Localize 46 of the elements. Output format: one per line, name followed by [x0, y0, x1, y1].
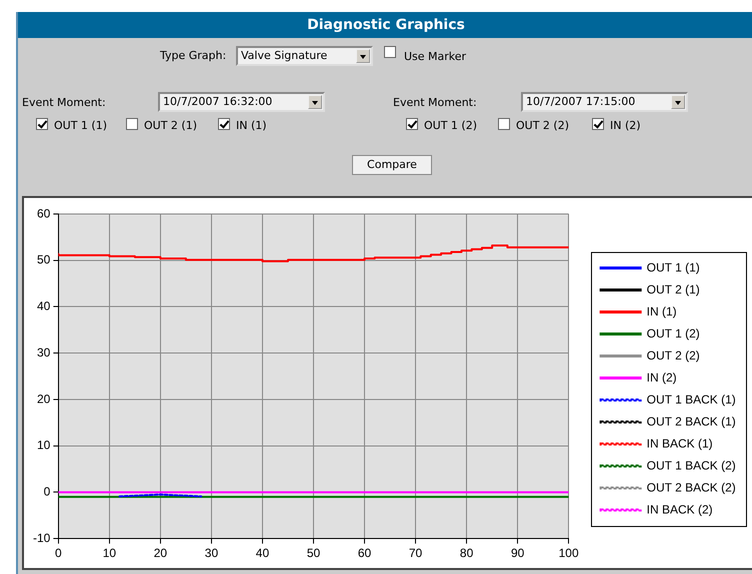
- x-tick-label: 10: [102, 546, 116, 560]
- text: Use Marker: [404, 50, 466, 63]
- y-tick-label: 60: [36, 206, 51, 220]
- y-tick-label: 50: [36, 252, 51, 267]
- legend-label: OUT 1 (2): [646, 326, 700, 340]
- legend-label: IN (1): [646, 304, 677, 318]
- y-tick-label: 10: [36, 438, 51, 452]
- text: IN (2): [610, 119, 641, 132]
- text: Type Graph:: [160, 49, 226, 62]
- text: OUT 1 (1): [54, 119, 108, 132]
- legend-label: OUT 2 BACK (1): [646, 414, 736, 428]
- text: Valve Signature: [236, 46, 373, 66]
- text: Compare: [352, 155, 432, 175]
- legend-label: IN BACK (1): [646, 436, 713, 450]
- y-tick-label: -10: [33, 530, 51, 545]
- x-tick-label: 50: [306, 546, 320, 560]
- y-tick-label: 0: [44, 484, 51, 499]
- legend-label: OUT 2 (1): [646, 282, 700, 296]
- y-tick-label: 30: [36, 345, 51, 360]
- x-tick-label: 80: [460, 546, 474, 560]
- legend-label: OUT 2 (2): [646, 348, 700, 362]
- x-tick-label: 60: [358, 546, 372, 560]
- x-tick-label: 100: [558, 546, 579, 560]
- legend-label: OUT 1 BACK (1): [646, 392, 736, 406]
- x-tick-label: 30: [204, 546, 218, 560]
- legend-label: OUT 1 (1): [646, 260, 700, 274]
- text: 10/7/2007 16:32:00: [158, 92, 325, 112]
- legend-label: IN BACK (2): [646, 502, 713, 516]
- x-tick-label: 20: [154, 546, 168, 560]
- chart-title: Diagnostic Graphics: [18, 12, 752, 38]
- legend-label: OUT 1 BACK (2): [646, 458, 736, 472]
- text: IN (1): [236, 119, 267, 132]
- text: OUT 2 (1): [144, 119, 198, 132]
- text: Event Moment:: [393, 96, 477, 109]
- y-tick-label: 40: [36, 299, 51, 314]
- y-tick-label: 20: [36, 392, 51, 406]
- text: OUT 2 (2): [516, 119, 570, 132]
- legend-label: OUT 2 BACK (2): [646, 480, 736, 494]
- text: OUT 1 (2): [424, 119, 478, 132]
- text: 10/7/2007 17:15:00: [521, 92, 688, 112]
- x-tick-label: 0: [55, 546, 62, 560]
- x-tick-label: 90: [510, 546, 525, 560]
- x-tick-label: 70: [408, 546, 423, 560]
- x-tick-label: 40: [256, 546, 270, 560]
- legend-label: IN (2): [646, 370, 677, 384]
- text: Event Moment:: [22, 96, 106, 109]
